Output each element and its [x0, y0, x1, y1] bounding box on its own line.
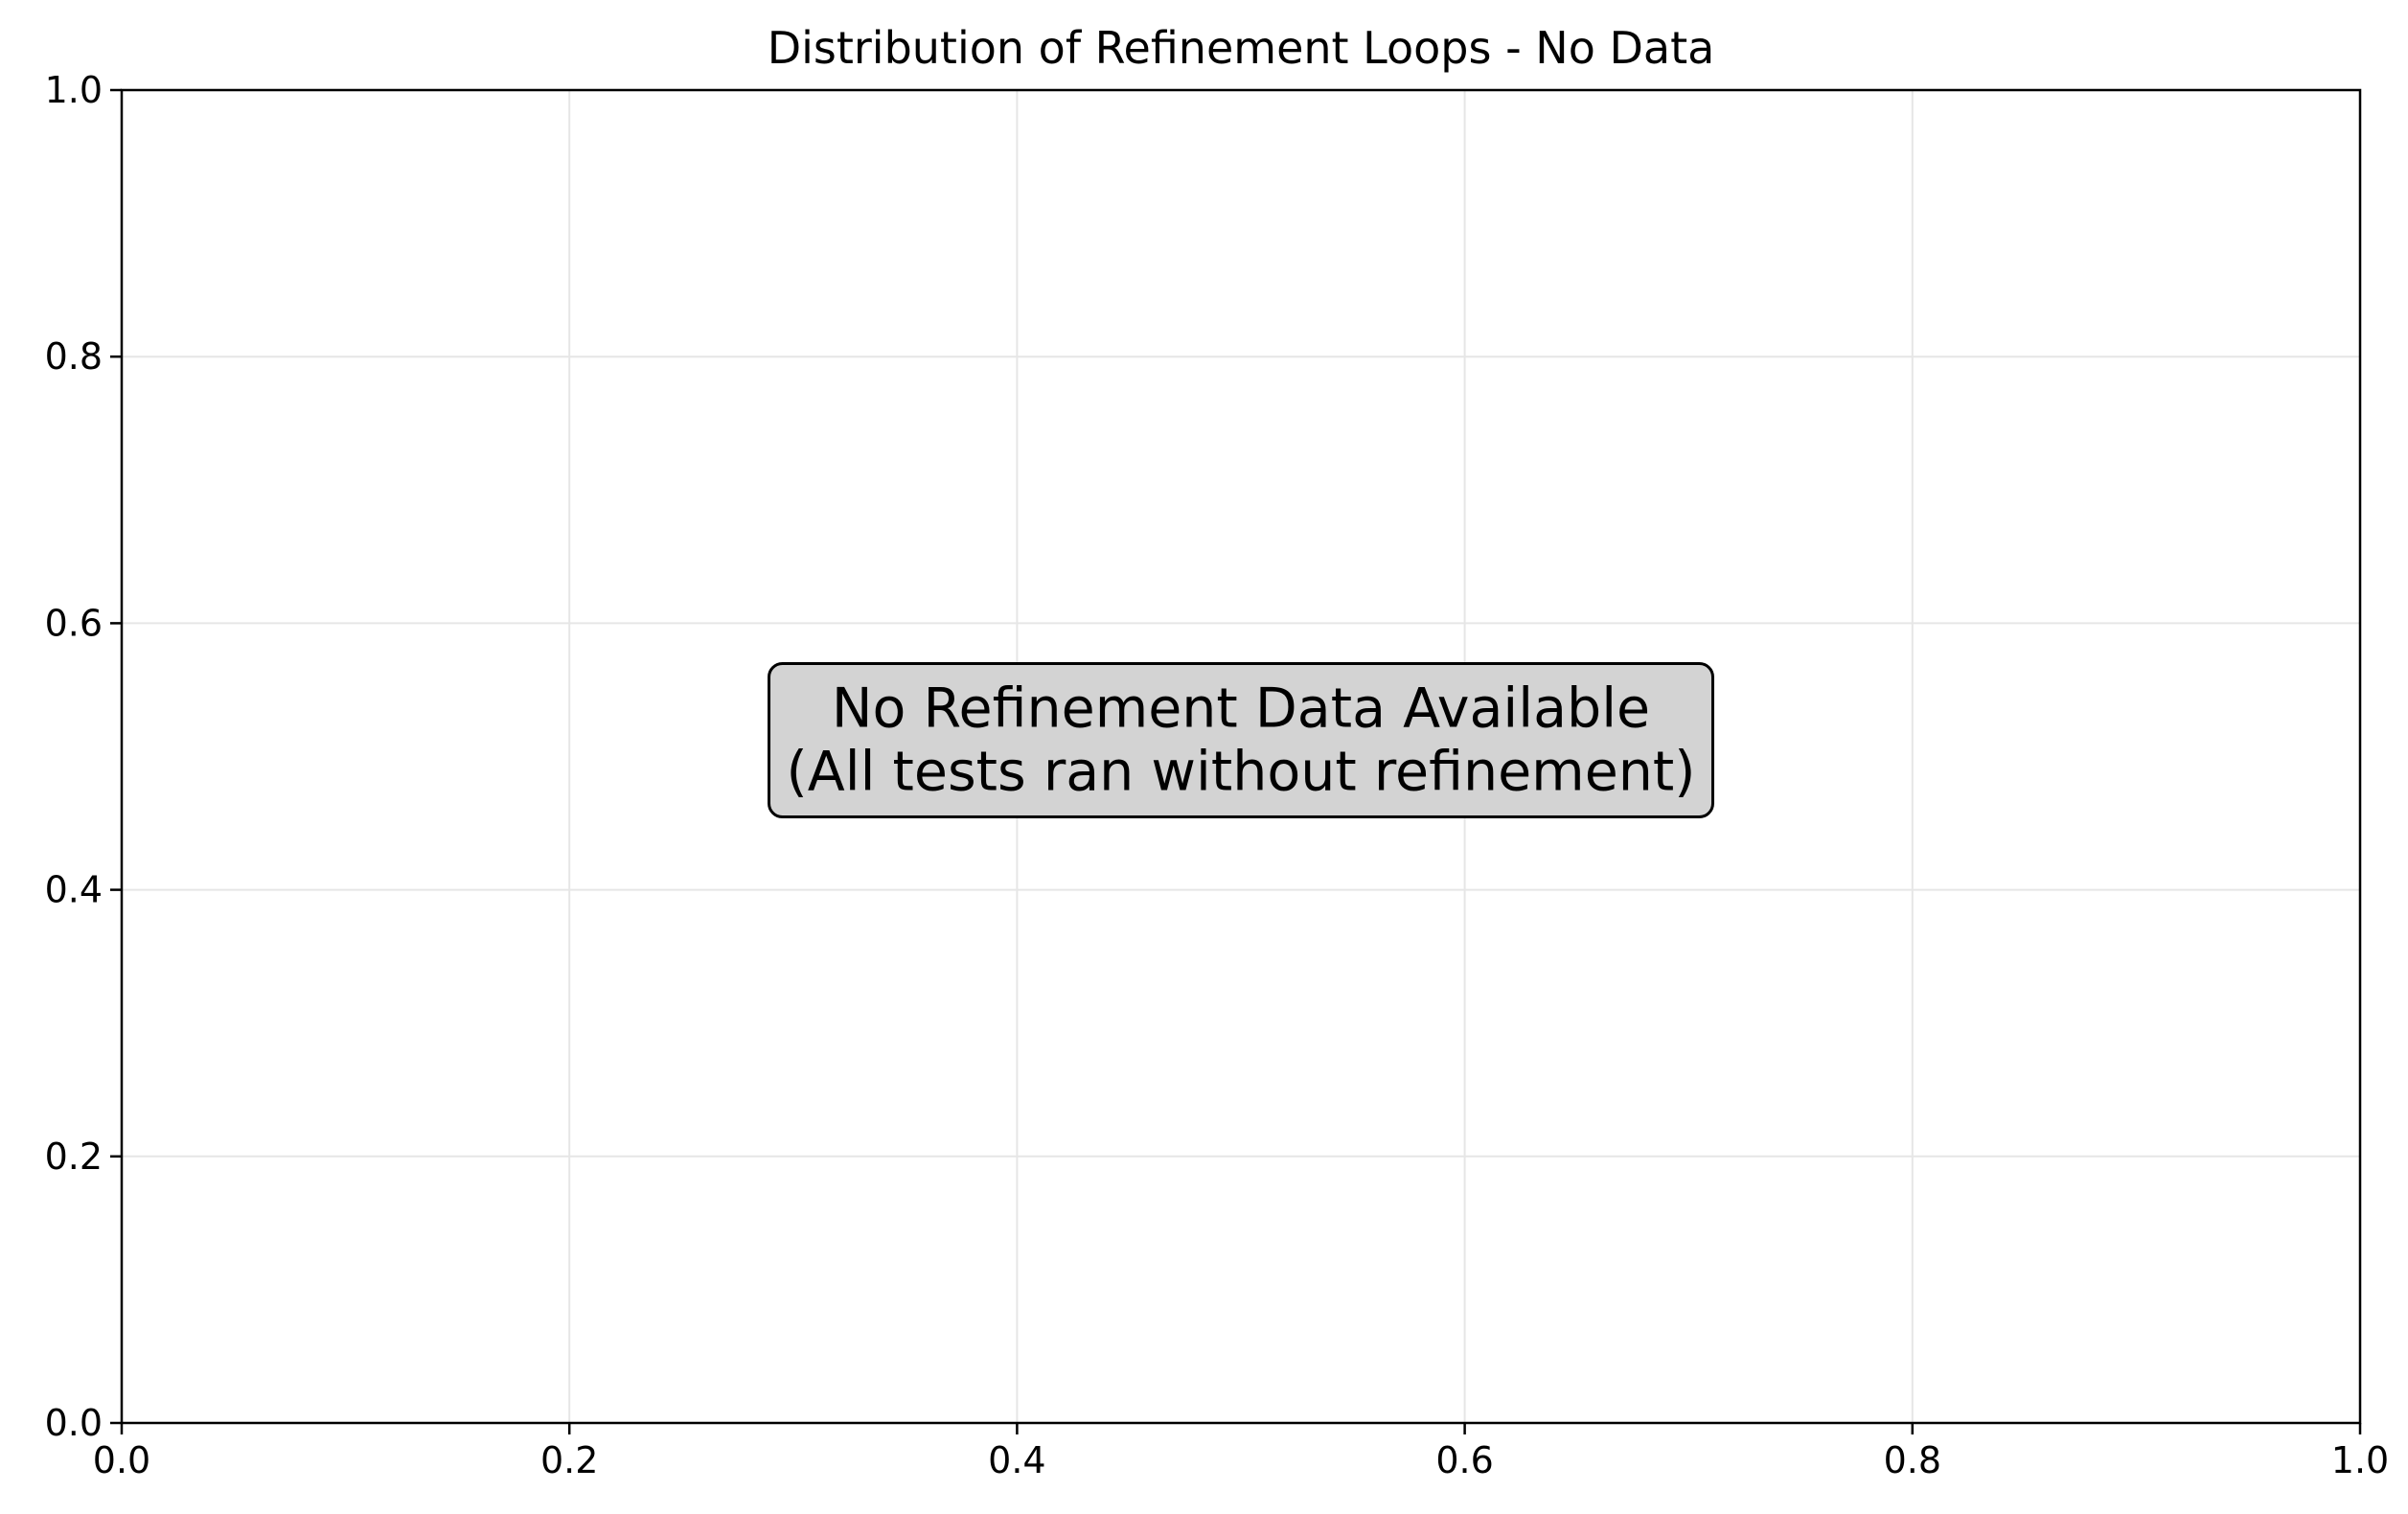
y-axis: 0.0 0.2 0.4 0.6 0.8 1.0 — [45, 69, 122, 1444]
y-tick-label: 0.0 — [45, 1402, 103, 1444]
annotation-line-1: No Refinement Data Available — [832, 677, 1650, 741]
annotation-line-2: (All tests ran without refinement) — [787, 741, 1696, 804]
x-tick-label: 0.4 — [988, 1439, 1045, 1481]
y-tick-label: 1.0 — [45, 69, 103, 111]
x-tick-label: 1.0 — [2331, 1439, 2389, 1481]
x-axis: 0.0 0.2 0.4 0.6 0.8 1.0 — [93, 1423, 2389, 1481]
y-tick-label: 0.2 — [45, 1136, 103, 1178]
x-tick-label: 0.2 — [540, 1439, 598, 1481]
y-tick-label: 0.4 — [45, 869, 103, 911]
y-tick-label: 0.8 — [45, 335, 103, 378]
plot-area-frame — [120, 88, 2362, 1425]
y-tick-label: 0.6 — [45, 602, 103, 644]
x-tick-label: 0.6 — [1435, 1439, 1493, 1481]
x-tick-label: 0.0 — [93, 1439, 150, 1481]
no-data-annotation: No Refinement Data Available (All tests … — [768, 662, 1714, 818]
annotation-box — [768, 662, 1714, 818]
chart-title: Distribution of Refinement Loops - No Da… — [768, 22, 1715, 74]
x-tick-label: 0.8 — [1884, 1439, 1941, 1481]
